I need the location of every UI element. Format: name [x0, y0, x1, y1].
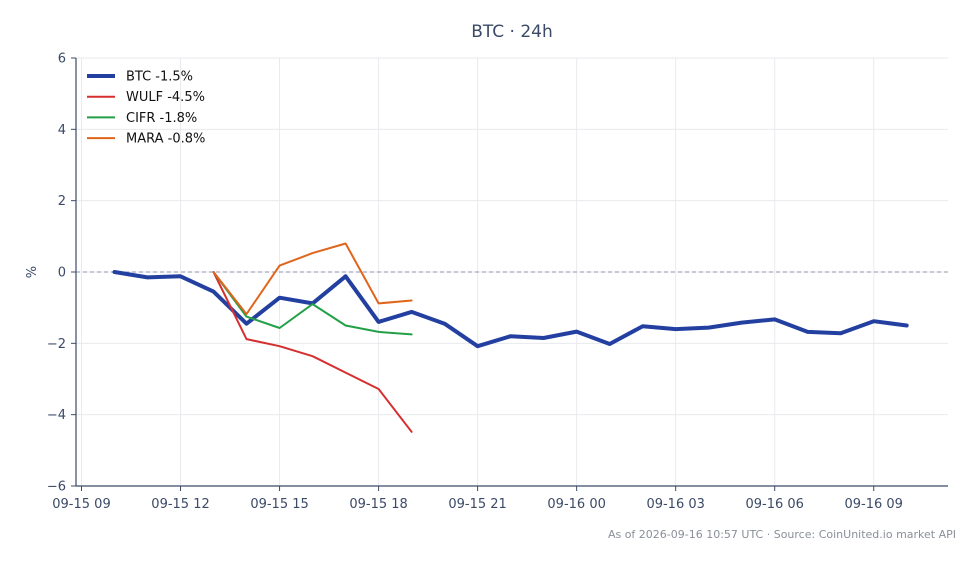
legend-label: WULF -4.5% [126, 90, 205, 105]
x-tick-label: 09-15 09 [52, 497, 110, 512]
legend-label: MARA -0.8% [126, 132, 205, 147]
y-tick-label: 4 [58, 123, 66, 138]
y-tick-label: 2 [58, 194, 66, 209]
series-group [112, 242, 909, 433]
y-tick-label: 0 [58, 266, 66, 281]
chart-title: BTC · 24h [471, 22, 553, 42]
y-axis-ticks: 6 4 2 0 −2 −4 −6 [47, 52, 76, 495]
series-line-btc [112, 270, 909, 349]
x-tick-label: 09-16 06 [745, 497, 803, 512]
x-tick-label: 09-15 18 [349, 497, 407, 512]
y-tick-label: −6 [47, 480, 66, 495]
footer-source: As of 2026-09-16 10:57 UTC · Source: Coi… [608, 528, 956, 541]
series-line-mara [212, 242, 413, 316]
y-tick-label: 6 [58, 52, 66, 67]
legend: BTC -1.5% WULF -4.5% CIFR -1.8% MARA -0.8% [87, 70, 205, 147]
x-tick-label: 09-16 09 [845, 497, 903, 512]
legend-label: BTC -1.5% [126, 70, 193, 85]
x-axis-ticks: 09-15 09 09-15 12 09-15 15 09-15 18 09-15 21… [52, 486, 903, 512]
legend-label: CIFR -1.8% [126, 111, 197, 126]
x-tick-label: 09-15 12 [151, 497, 209, 512]
x-tick-label: 09-16 03 [646, 497, 704, 512]
y-tick-label: −2 [47, 337, 66, 352]
x-tick-label: 09-15 15 [250, 497, 308, 512]
series-line-cifr [212, 271, 413, 336]
x-tick-label: 09-16 00 [547, 497, 605, 512]
series-line-wulf [212, 271, 413, 433]
x-tick-label: 09-15 21 [448, 497, 506, 512]
y-tick-label: −4 [47, 408, 66, 423]
y-axis-label: % [25, 266, 40, 278]
